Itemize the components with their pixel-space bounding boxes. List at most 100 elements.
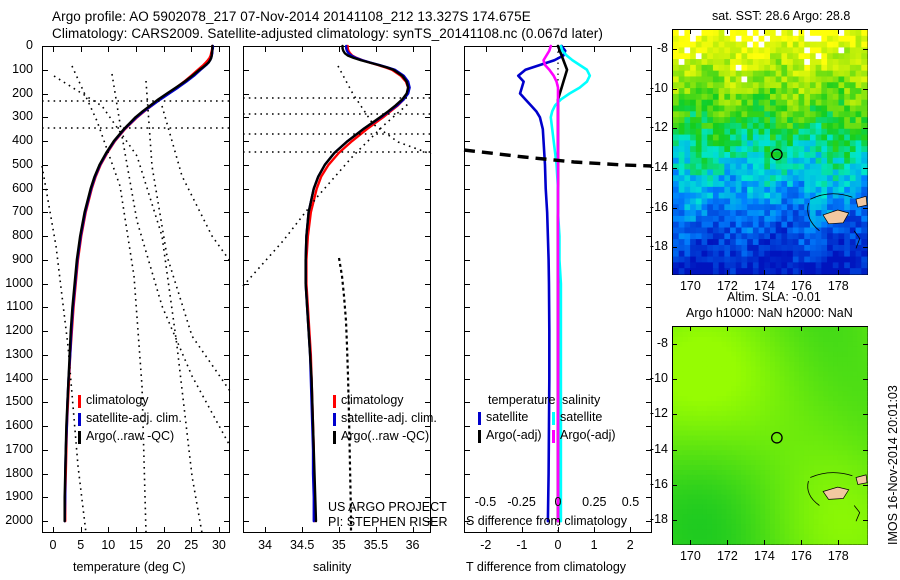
map-lat-label: -10 <box>649 370 668 385</box>
map-lon-tick <box>801 29 803 34</box>
map-lat-tick <box>672 167 677 169</box>
depth-tick <box>464 473 470 475</box>
salinity-x-tick <box>301 527 303 533</box>
map-lat-tick <box>863 449 868 451</box>
t-difference-x-tick-label: 1 <box>590 538 598 552</box>
depth-tick <box>464 497 470 499</box>
depth-tick <box>425 378 431 380</box>
map-lat-tick <box>863 167 868 169</box>
temperature-axis-label: temperature (deg C) <box>73 560 186 574</box>
map-lon-tick <box>838 540 840 545</box>
depth-tick <box>425 46 431 47</box>
depth-tick <box>243 283 249 285</box>
depth-tick <box>243 473 249 475</box>
temperature-x-tick-label: 5 <box>77 538 85 552</box>
map-lat-label: -16 <box>649 476 668 491</box>
salinity-legend-item-swatch <box>333 431 336 444</box>
salinity-legend-item-swatch <box>333 413 336 426</box>
s-difference-tick-label: -0.5 <box>474 495 497 509</box>
difference-legend-swatch <box>478 430 481 443</box>
depth-tick <box>224 378 230 380</box>
map-lon-tick <box>727 540 729 545</box>
depth-tick <box>42 46 48 47</box>
depth-tick <box>42 93 48 95</box>
temperature-x-tick-label: 25 <box>184 538 199 552</box>
salinity-legend-item-swatch <box>333 395 336 408</box>
difference-legend-heading: salinity <box>562 393 601 407</box>
depth-tick <box>224 354 230 356</box>
depth-tick <box>42 141 48 143</box>
salinity-x-tick <box>265 527 267 533</box>
depth-tick-label: 1700 <box>5 441 33 456</box>
map-lon-tick <box>801 540 803 545</box>
depth-tick <box>464 307 470 309</box>
map-lon-label: 172 <box>716 549 738 563</box>
map-lat-tick <box>672 520 677 522</box>
temperature-x-tick <box>136 527 137 533</box>
temperature-x-tick <box>53 46 55 52</box>
depth-tick <box>42 307 48 309</box>
t-difference-x-tick <box>594 46 596 52</box>
map-lat-tick <box>672 247 677 249</box>
salinity-panel[interactable] <box>243 46 431 533</box>
map-lat-tick <box>672 484 677 486</box>
depth-tick <box>224 307 230 309</box>
depth-tick <box>464 236 470 238</box>
depth-tick <box>646 473 652 475</box>
depth-tick <box>243 402 249 404</box>
map-lat-label: -8 <box>656 335 668 350</box>
depth-tick <box>224 188 230 190</box>
temperature-legend-item-label: satellite-adj. clim. <box>86 411 182 425</box>
temperature-legend-item-swatch <box>78 431 81 444</box>
temperature-x-tick <box>191 527 193 533</box>
temperature-x-tick-label: 10 <box>101 538 116 552</box>
map-lat-label: -10 <box>649 80 668 95</box>
depth-tick <box>243 378 249 380</box>
map-lon-tick <box>838 29 840 34</box>
depth-tick <box>224 117 230 119</box>
sla-map-title-line1: Altim. SLA: -0.01 <box>727 290 821 304</box>
depth-tick <box>224 521 230 523</box>
map-lat-label: -18 <box>649 512 668 527</box>
map-lat-tick <box>863 520 868 522</box>
depth-tick <box>425 402 431 404</box>
depth-tick <box>646 497 652 499</box>
depth-tick-label: 600 <box>12 180 33 195</box>
map-lon-label: 170 <box>679 279 701 293</box>
credit-line2: PI: STEPHEN RISER <box>328 515 448 529</box>
depth-tick <box>425 212 431 214</box>
map-lon-tick <box>838 326 840 331</box>
t-difference-x-tick <box>558 46 559 52</box>
temperature-x-tick <box>53 527 55 533</box>
salinity-x-tick <box>338 527 340 533</box>
salinity-x-tick-label: 36 <box>405 538 420 552</box>
map-lon-tick <box>764 540 766 545</box>
t-difference-x-tick-label: -1 <box>516 538 528 552</box>
depth-tick <box>464 212 470 214</box>
depth-tick <box>646 117 652 119</box>
depth-tick <box>464 331 470 333</box>
page-title-line2: Climatology: CARS2009. Satellite-adjuste… <box>52 26 603 41</box>
map-lat-tick <box>863 414 868 416</box>
depth-tick <box>425 141 431 143</box>
credit-line1: US ARGO PROJECT <box>328 500 447 514</box>
depth-tick <box>464 69 470 71</box>
temperature-plot <box>41 44 231 534</box>
temperature-x-tick <box>136 46 137 52</box>
map-lat-label: -12 <box>649 406 668 421</box>
depth-tick <box>464 259 470 261</box>
depth-tick <box>243 117 249 119</box>
temperature-x-tick <box>163 46 165 52</box>
map-lat-label: -14 <box>649 159 668 174</box>
difference-legend-heading: temperature <box>488 393 556 407</box>
depth-tick <box>224 69 230 71</box>
depth-tick-label: 300 <box>12 109 33 124</box>
map-lon-tick <box>764 270 766 275</box>
map-lat-tick <box>863 378 868 380</box>
depth-tick <box>646 354 652 356</box>
temperature-legend-item-swatch <box>78 395 81 408</box>
depth-tick-label: 1500 <box>5 394 33 409</box>
depth-tick <box>646 141 652 143</box>
depth-tick <box>464 141 470 143</box>
map-lat-tick <box>672 378 677 380</box>
